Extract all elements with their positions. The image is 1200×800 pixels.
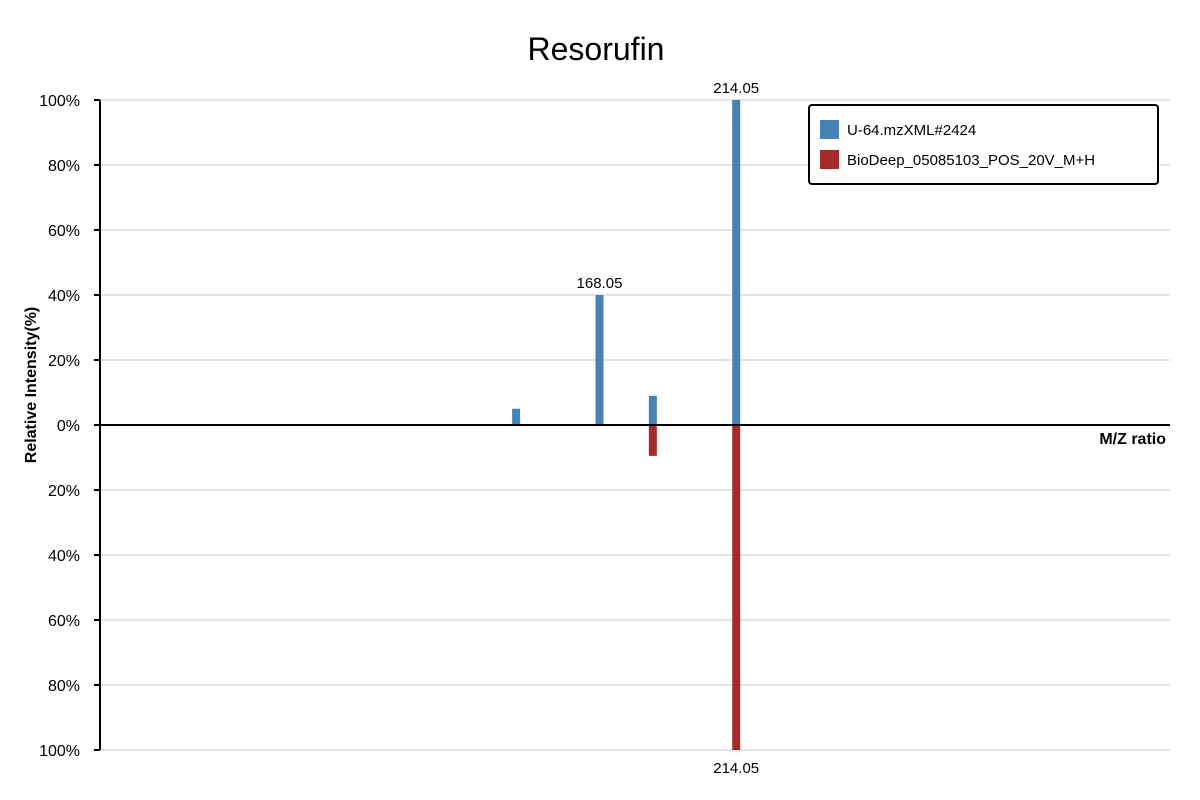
peak-bar [595,295,604,425]
y-tick-label: 0% [57,418,80,435]
y-tick-label: 80% [48,158,80,175]
chart-title: Resorufin [528,31,665,67]
peak-labels: 168.05 214.05 214.05 [577,80,760,777]
y-tick-label: 60% [48,223,80,240]
legend-label-u64: U-64.mzXML#2424 [847,122,976,139]
y-tick-label: 20% [48,483,80,500]
peak-label: 168.05 [577,275,623,292]
peak-bar [732,425,741,750]
peak-label: 214.05 [713,760,759,777]
y-tick-label: 100% [39,93,80,110]
y-tick-label: 40% [48,288,80,305]
legend-swatch-biodeep [820,150,839,169]
axes [99,100,1170,750]
legend-box [808,104,1159,185]
y-tick-label: 20% [48,353,80,370]
y-axis-label: Relative Intensity(%) [23,307,40,463]
y-tick-label: 40% [48,548,80,565]
peak-bar [648,395,657,425]
peak-bars [512,100,741,750]
peak-label: 214.05 [713,80,759,97]
y-tick-labels: 100% 80% 60% 40% 20% 0% 20% 40% 60% 80% 100% [39,93,100,760]
peak-bar [732,100,741,425]
y-tick-label: 100% [39,743,80,760]
x-axis-label: M/Z ratio [1099,431,1166,448]
legend-label-biodeep: BioDeep_05085103_POS_20V_M+H [847,152,1095,169]
y-tick-label: 60% [48,613,80,630]
peak-bar [648,425,657,456]
legend-swatch-u64 [820,120,839,139]
legend: U-64.mzXML#2424 BioDeep_05085103_POS_20V… [808,104,1159,185]
peak-bar [512,408,521,425]
y-tick-label: 80% [48,678,80,695]
